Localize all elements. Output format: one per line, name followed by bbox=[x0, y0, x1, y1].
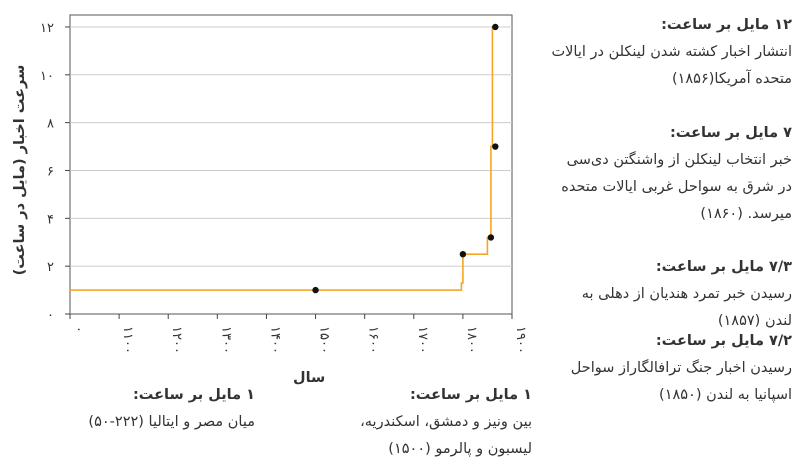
annotation-heading: ۷ مایل بر ساعت: bbox=[669, 125, 792, 141]
data-point bbox=[492, 23, 499, 31]
y-tick-label: ۸ bbox=[47, 117, 54, 132]
plot-frame bbox=[69, 14, 513, 315]
y-tick-label: ۰ bbox=[47, 308, 54, 323]
annotation-2-7mph: ۷/۲ مایل بر ساعت: رسیدن اخبار جنگ ترافال… bbox=[522, 328, 792, 409]
x-tick-label: ۱۱۰۰ bbox=[120, 326, 135, 354]
annotation-3-7mph: ۷/۳ مایل بر ساعت: رسیدن خبر تمرد هندیان … bbox=[522, 254, 792, 335]
y-tick-label: ۴ bbox=[47, 212, 54, 227]
annotation-text: خبر انتخاب لینکلن از واشنگتن دی‌سی در شر… bbox=[561, 152, 792, 222]
y-tick-label: ۶ bbox=[47, 164, 54, 179]
annotation-text: انتشار اخبار کشته شدن لینکلن در ایالات م… bbox=[551, 44, 792, 87]
x-tick-label: ۱۶۰۰ bbox=[366, 326, 381, 354]
annotation-text: رسیدن اخبار جنگ ترافالگاراز سواحل اسپانی… bbox=[570, 360, 792, 403]
data-point bbox=[459, 251, 467, 258]
y-tick-label: ۱۲ bbox=[40, 21, 54, 36]
x-tick-label: ۱۴۰۰ bbox=[267, 326, 282, 354]
data-point bbox=[487, 234, 495, 241]
annotation-text: میان مصر و ایتالیا (۲۲۲-۵۰) bbox=[88, 414, 255, 430]
data-point bbox=[492, 143, 499, 150]
annotation-12mph: ۱۲ مایل بر ساعت: انتشار اخبار کشته شدن ل… bbox=[522, 12, 792, 93]
annotation-heading: ۱ مایل بر ساعت: bbox=[409, 387, 532, 403]
annotation-1mph-venice: ۱ مایل بر ساعت: بین ونیز و دمشق، اسکندری… bbox=[292, 382, 532, 463]
x-axis-label: سال bbox=[293, 370, 326, 386]
annotation-text: رسیدن خبر تمرد هندیان از دهلی به لندن (۱… bbox=[581, 286, 792, 329]
x-tick-label: ۱۲۰۰ bbox=[169, 326, 184, 354]
annotation-heading: ۷/۲ مایل بر ساعت: bbox=[655, 333, 792, 349]
annotation-7mph: ۷ مایل بر ساعت: خبر انتخاب لینکلن از واش… bbox=[522, 120, 792, 228]
x-tick-label: ۱۹۰۰ bbox=[513, 326, 528, 354]
annotation-1mph-egypt: ۱ مایل بر ساعت: میان مصر و ایتالیا (۲۲۲-… bbox=[15, 382, 255, 436]
annotation-text: بین ونیز و دمشق، اسکندریه، لیسبون و پالر… bbox=[360, 414, 532, 457]
x-tick-label: ۱۷۰۰ bbox=[415, 326, 430, 354]
y-axis-label: سرعت اخبار (مایل در ساعت) bbox=[12, 64, 28, 276]
x-tick-label: ۰ bbox=[71, 326, 86, 333]
annotation-heading: ۱۲ مایل بر ساعت: bbox=[661, 17, 792, 33]
annotation-heading: ۷/۳ مایل بر ساعت: bbox=[655, 259, 792, 275]
data-point bbox=[312, 286, 319, 294]
y-tick-label: ۱۰ bbox=[40, 69, 54, 84]
y-tick-label: ۲ bbox=[47, 260, 54, 275]
x-tick-label: ۱۵۰۰ bbox=[317, 326, 332, 354]
x-tick-label: ۱۸۰۰ bbox=[464, 326, 479, 354]
series-line bbox=[70, 26, 496, 291]
x-tick-label: ۱۳۰۰ bbox=[218, 326, 233, 354]
annotation-heading: ۱ مایل بر ساعت: bbox=[132, 387, 255, 403]
